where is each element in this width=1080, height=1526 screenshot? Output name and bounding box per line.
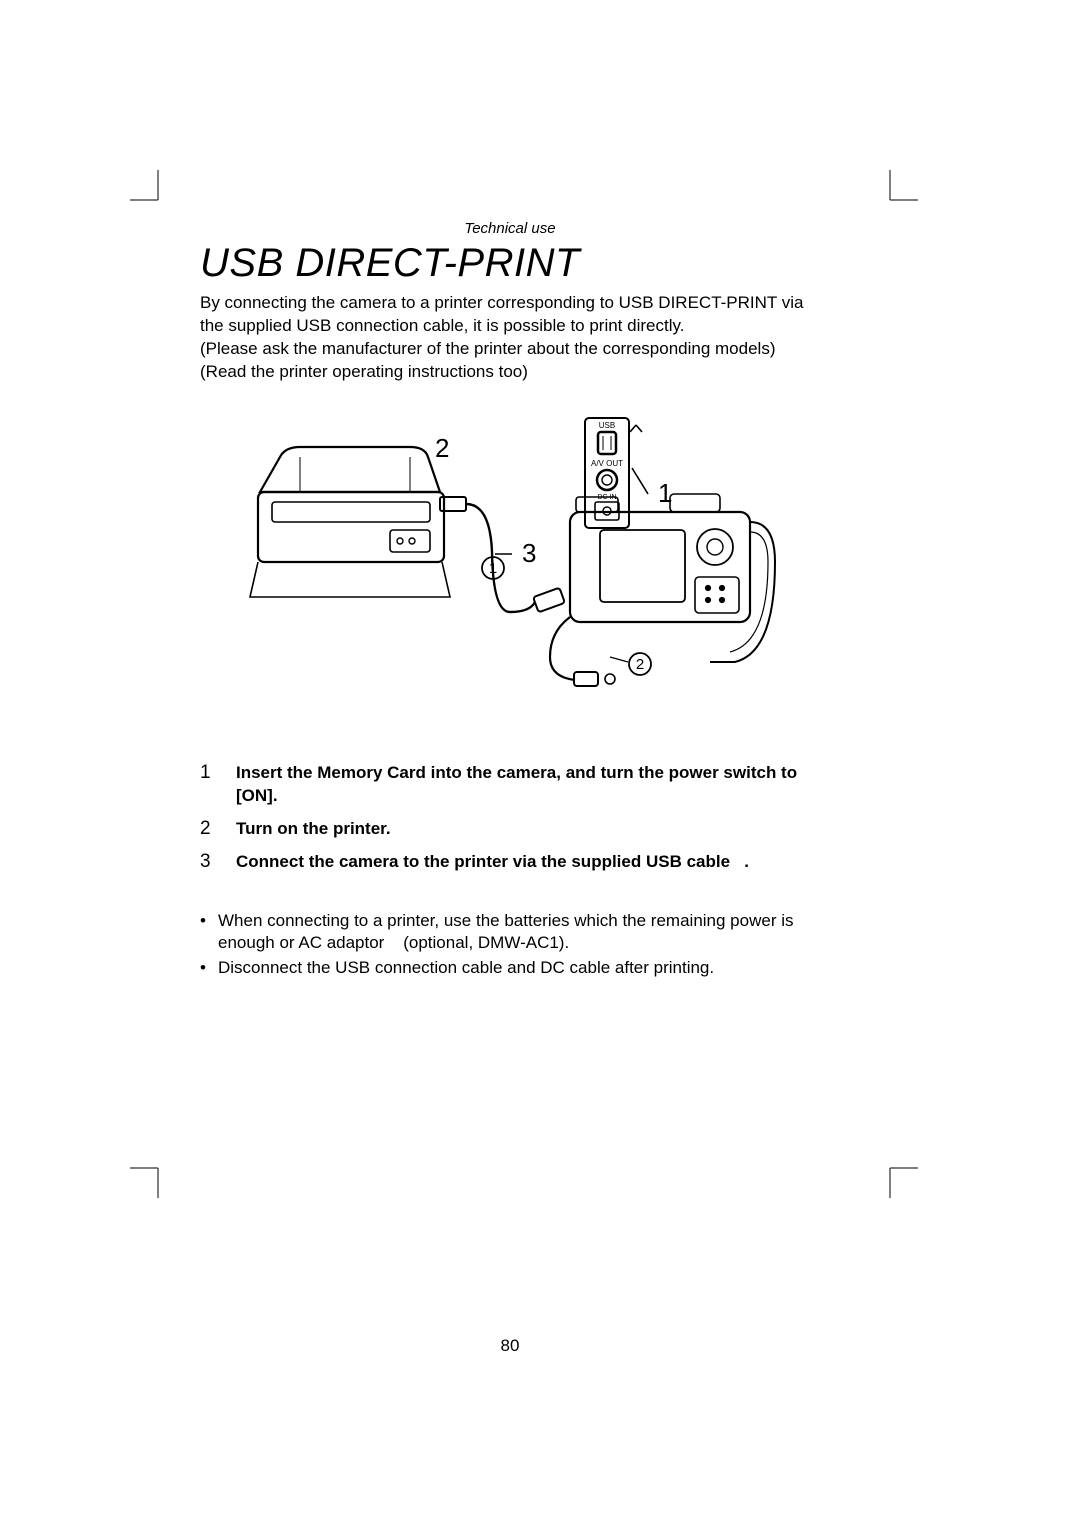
port-label-dc: DC IN <box>597 494 616 501</box>
note-text: When connecting to a printer, use the ba… <box>218 910 820 956</box>
circled-ref-2-label: 2 <box>636 656 644 673</box>
crop-mark-bl <box>130 1158 170 1198</box>
step-number: 2 <box>200 818 236 840</box>
step-text: Insert the Memory Card into the camera, … <box>236 762 820 808</box>
intro-line: By connecting the camera to a printer co… <box>200 292 820 338</box>
intro-line: (Read the printer operating instructions… <box>200 361 820 384</box>
step-callout-2: 2 <box>435 433 449 463</box>
crop-mark-br <box>878 1158 918 1198</box>
intro-text: By connecting the camera to a printer co… <box>200 292 820 384</box>
port-label-av: A/V OUT <box>591 459 623 468</box>
step-item: 2 Turn on the printer. <box>200 818 820 841</box>
step-item: 1 Insert the Memory Card into the camera… <box>200 762 820 808</box>
section-header: Technical use <box>200 220 820 237</box>
step-callout-1: 1 <box>658 478 672 508</box>
step-number: 3 <box>200 851 236 873</box>
dc-cable-icon <box>550 617 615 686</box>
note-text: Disconnect the USB connection cable and … <box>218 957 714 980</box>
step-text: Turn on the printer. <box>236 818 391 841</box>
notes-list: • When connecting to a printer, use the … <box>200 910 820 981</box>
note-item: • When connecting to a printer, use the … <box>200 910 820 956</box>
step-item: 3 Connect the camera to the printer via … <box>200 851 820 874</box>
intro-line: (Please ask the manufacturer of the prin… <box>200 338 820 361</box>
bullet-icon: • <box>200 957 218 980</box>
note-item: • Disconnect the USB connection cable an… <box>200 957 820 980</box>
port-label-usb: USB <box>599 421 615 430</box>
manual-page: Technical use USB DIRECT-PRINT By connec… <box>200 220 820 982</box>
connection-diagram: USB A/V OUT DC IN 2 3 1 <box>240 402 780 722</box>
step-text: Connect the camera to the printer via th… <box>236 851 749 874</box>
crop-mark-tl <box>130 170 170 210</box>
step-callout-3: 3 <box>522 538 536 568</box>
bullet-icon: • <box>200 910 218 933</box>
step-number: 1 <box>200 762 236 784</box>
circled-ref-1-label: 1 <box>489 560 497 577</box>
steps-list: 1 Insert the Memory Card into the camera… <box>200 762 820 874</box>
printer-icon <box>250 447 450 597</box>
page-number: 80 <box>200 1336 820 1356</box>
page-title: USB DIRECT-PRINT <box>200 241 820 286</box>
crop-mark-tr <box>878 170 918 210</box>
